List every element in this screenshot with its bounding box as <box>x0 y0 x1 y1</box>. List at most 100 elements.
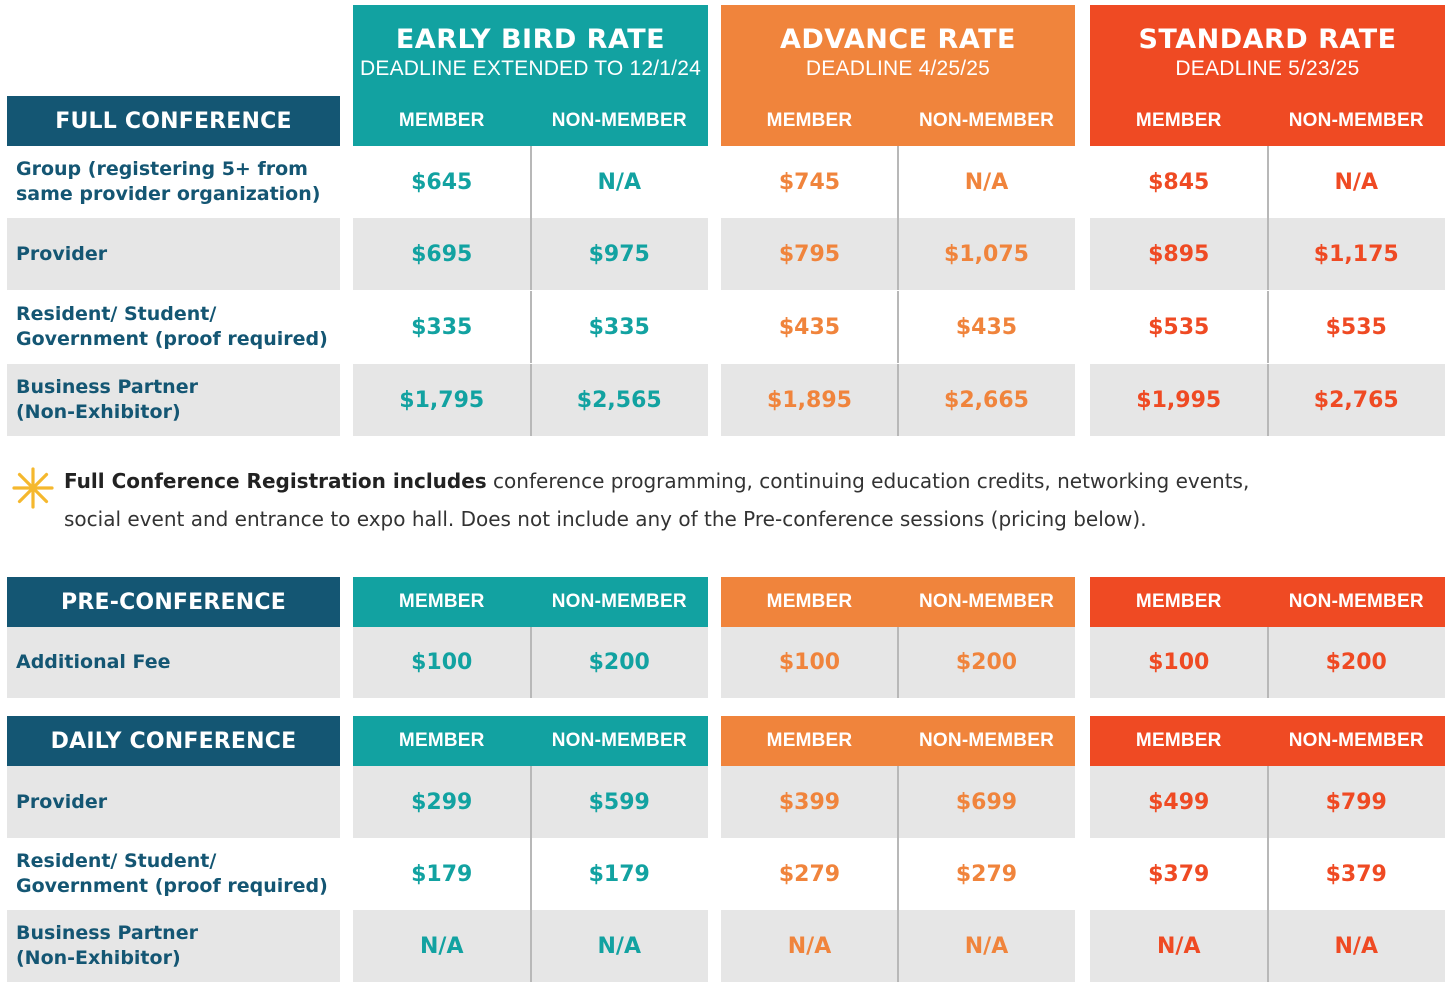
row-label-line: Business Partner <box>16 922 198 944</box>
advance-header: ADVANCE RATE DEADLINE 4/25/25 <box>721 5 1075 96</box>
note-line-2: social event and entrance to expo hall. … <box>64 507 1147 531</box>
full-early-bird-non-member-price: $975 <box>530 218 708 290</box>
column-divider <box>1266 766 1269 838</box>
pre-standard-non-member-header: NON-MEMBER <box>1267 577 1445 627</box>
pre-advance-non-member-price: $200 <box>898 627 1075 698</box>
daily-advance-non-member-price: $279 <box>955 861 1018 887</box>
row-label-line: Government (proof required) <box>16 875 328 897</box>
pre-advance-member-header: MEMBER <box>721 577 898 627</box>
row-label-text: Resident/ Student/Government (proof requ… <box>16 849 328 899</box>
column-divider <box>1266 910 1269 982</box>
daily-standard-member-price: $379 <box>1148 861 1210 887</box>
column-divider <box>1266 364 1269 436</box>
column-divider <box>897 291 899 363</box>
full-early-bird-member-header: MEMBER <box>353 96 531 146</box>
full-early-bird-member-price: $645 <box>411 169 473 195</box>
column-divider <box>1266 627 1269 698</box>
column-divider <box>529 838 532 910</box>
full-conference-label: FULL CONFERENCE <box>7 96 340 146</box>
column-divider <box>897 218 899 290</box>
pre-advance-member-price: $100 <box>721 627 898 698</box>
full-standard-member-price: $845 <box>1148 169 1210 195</box>
column-divider <box>1266 218 1269 290</box>
column-divider <box>897 364 899 436</box>
pre-standard-non-member-price: $200 <box>1267 627 1445 698</box>
full-conference-note: Full Conference Registration includes co… <box>64 462 1424 538</box>
daily-advance-non-member-price: N/A <box>898 910 1075 982</box>
asterisk-star-icon <box>12 467 54 509</box>
row-label-line: Government (proof required) <box>16 328 328 350</box>
note-bold: Full Conference Registration includes <box>64 469 487 493</box>
full-advance-member-price: $745 <box>778 169 841 195</box>
row-label-line: Resident/ Student/ <box>16 303 217 325</box>
row-label-line: same provider organization) <box>16 183 321 205</box>
full-advance-member-price: $435 <box>778 314 841 340</box>
full-advance-member-price: $795 <box>721 218 898 290</box>
full-standard-member-price: $535 <box>1148 314 1210 340</box>
column-divider <box>897 627 899 698</box>
row-label-text: Provider <box>16 790 107 815</box>
full-standard-member-price: $895 <box>1090 218 1268 290</box>
early-bird-deadline: DEADLINE EXTENDED TO 12/1/24 <box>360 57 701 80</box>
column-divider <box>1266 838 1269 910</box>
full-advance-member-price: $1,895 <box>721 364 898 436</box>
pre-standard-member-price: $100 <box>1090 627 1268 698</box>
column-divider <box>1266 146 1269 218</box>
row-label-line: Provider <box>16 790 108 813</box>
row-label-text: Resident/ Student/Government (proof requ… <box>16 302 328 352</box>
note-line-1-rest: conference programming, continuing educa… <box>486 469 1250 493</box>
advance-deadline: DEADLINE 4/25/25 <box>805 57 991 80</box>
full-early-bird-non-member-price: N/A <box>597 169 641 195</box>
pre-early-bird-member-price: $100 <box>353 627 531 698</box>
full-advance-non-member-price: $435 <box>955 314 1018 340</box>
row-label-line: (Non-Exhibitor) <box>16 401 181 423</box>
column-divider <box>897 146 899 218</box>
column-divider <box>529 627 532 698</box>
daily-early-bird-member-price: $179 <box>411 861 473 887</box>
note-line-1: Full Conference Registration includes co… <box>64 462 1424 500</box>
row-label-line: Resident/ Student/ <box>16 850 217 872</box>
row-label-text: Group (registering 5+ from same provider … <box>16 157 320 207</box>
daily-early-bird-non-member-price: N/A <box>530 910 708 982</box>
standard-header: STANDARD RATE DEADLINE 5/23/25 <box>1090 5 1445 96</box>
daily-standard-non-member-price: $379 <box>1325 861 1387 887</box>
full-early-bird-member-price: $1,795 <box>353 364 531 436</box>
daily-conference-label: DAILY CONFERENCE <box>7 716 340 766</box>
column-divider <box>897 838 899 910</box>
full-standard-non-member-price: $2,765 <box>1267 364 1445 436</box>
full-standard-non-member-price: N/A <box>1334 169 1378 195</box>
row-label-line: (Non-Exhibitor) <box>16 947 181 969</box>
advance-title: ADVANCE RATE <box>780 24 1016 55</box>
column-divider <box>897 910 899 982</box>
daily-row-label: Business Partner (Non-Exhibitor) <box>7 910 340 982</box>
column-divider <box>529 910 532 982</box>
full-row-label: Resident/ Student/Government (proof requ… <box>7 291 340 363</box>
row-label-text: Business Partner (Non-Exhibitor) <box>16 921 198 971</box>
full-advance-non-member-price: $1,075 <box>898 218 1075 290</box>
standard-deadline: DEADLINE 5/23/25 <box>1175 57 1360 80</box>
daily-standard-member-price: N/A <box>1090 910 1268 982</box>
daily-early-bird-non-member-header: NON-MEMBER <box>530 716 708 766</box>
full-row-label: Group (registering 5+ from same provider … <box>7 146 340 218</box>
pre-conference-label: PRE-CONFERENCE <box>7 577 340 627</box>
row-label-line: Provider <box>16 242 108 265</box>
daily-early-bird-non-member-price: $179 <box>588 861 650 887</box>
column-divider <box>1266 291 1269 363</box>
full-early-bird-non-member-price: $2,565 <box>530 364 708 436</box>
full-early-bird-non-member-price: $335 <box>588 314 650 340</box>
full-advance-non-member-header: NON-MEMBER <box>898 96 1075 146</box>
early-bird-header: EARLY BIRD RATE DEADLINE EXTENDED TO 12/… <box>353 5 708 96</box>
pre-standard-member-header: MEMBER <box>1090 577 1268 627</box>
full-advance-non-member-price: $2,665 <box>898 364 1075 436</box>
daily-standard-non-member-price: $799 <box>1267 766 1445 838</box>
full-standard-non-member-price: $1,175 <box>1267 218 1445 290</box>
column-divider <box>897 766 899 838</box>
daily-advance-member-price: $399 <box>721 766 898 838</box>
row-label-text: Business Partner (Non-Exhibitor) <box>16 375 198 425</box>
daily-standard-non-member-header: NON-MEMBER <box>1267 716 1445 766</box>
full-standard-non-member-price: $535 <box>1325 314 1387 340</box>
pre-early-bird-non-member-header: NON-MEMBER <box>530 577 708 627</box>
daily-advance-non-member-price: $699 <box>898 766 1075 838</box>
row-label-line: Group (registering 5+ from <box>16 158 308 180</box>
pre-early-bird-non-member-price: $200 <box>530 627 708 698</box>
